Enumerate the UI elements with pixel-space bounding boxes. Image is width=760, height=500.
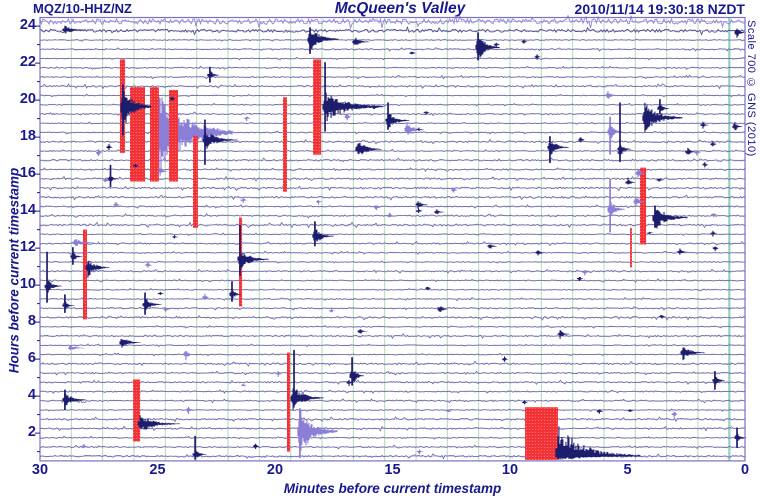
hour-tick-label: 4 xyxy=(27,387,36,404)
minute-tick-label: 10 xyxy=(501,462,519,478)
hour-tick-label: 2 xyxy=(27,424,36,441)
hour-tick-label: 22 xyxy=(19,54,36,71)
minute-tick-label: 30 xyxy=(31,462,49,478)
scale-copyright-label: Scale 700 © GNS (2010) xyxy=(745,20,757,157)
hour-tick-label: 16 xyxy=(19,165,36,182)
hour-tick-label: 12 xyxy=(19,239,36,256)
station-code: MQZ/10-HHZ/NZ xyxy=(33,1,132,16)
hour-tick-label: 10 xyxy=(19,276,36,293)
minute-tick-label: 0 xyxy=(740,462,750,478)
hour-tick-label: 6 xyxy=(27,350,36,367)
current-timestamp: 2010/11/14 19:30:18 NZDT xyxy=(574,1,745,17)
minute-tick-label: 25 xyxy=(149,462,166,478)
hour-tick-label: 14 xyxy=(19,202,36,219)
minute-tick-label: 5 xyxy=(623,462,632,478)
page-title: McQueen's Valley xyxy=(334,0,466,17)
hour-tick-label: 8 xyxy=(27,313,36,330)
minute-tick-label: 15 xyxy=(384,462,401,478)
minute-tick-label: 20 xyxy=(266,462,284,478)
hour-tick-label: 20 xyxy=(19,91,36,108)
hour-tick-label: 18 xyxy=(19,128,36,145)
x-axis-title: Minutes before current timestamp xyxy=(283,481,502,496)
hour-tick-label: 24 xyxy=(19,17,36,34)
